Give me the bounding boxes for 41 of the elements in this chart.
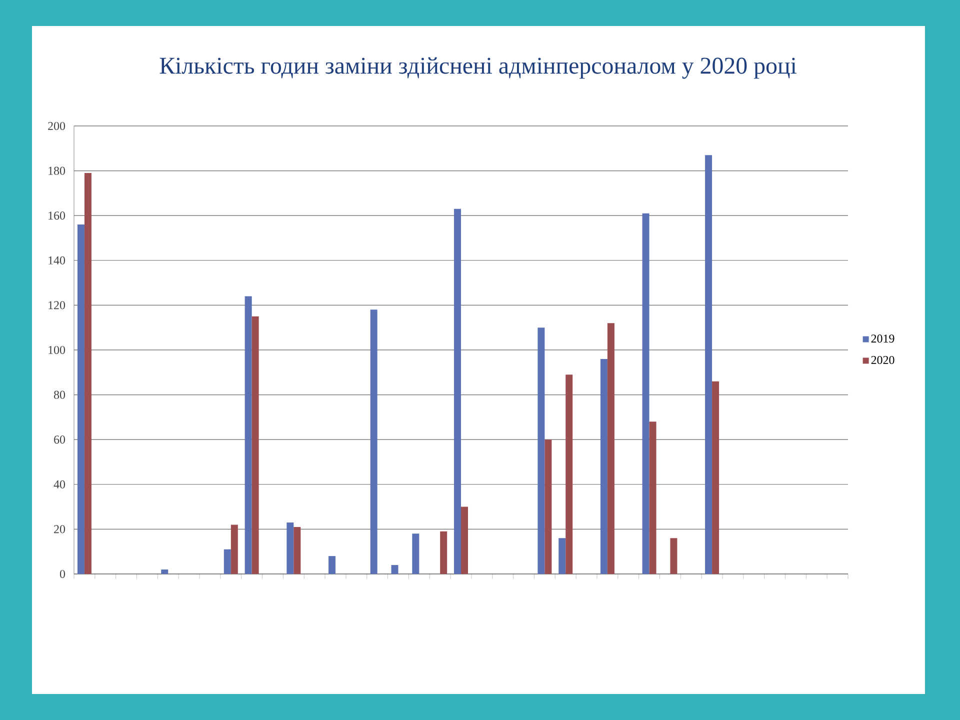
bar xyxy=(642,213,650,574)
bar xyxy=(230,524,238,574)
bar xyxy=(670,538,678,574)
chart-title: Кількість годин заміни здійснені адмінперсоналом у 2020 році xyxy=(160,57,796,79)
y-tick-label: 40 xyxy=(54,480,66,488)
bar xyxy=(607,323,614,574)
y-tick-label: 100 xyxy=(48,346,66,354)
bar xyxy=(328,556,336,574)
y-tick-label: 60 xyxy=(54,436,66,444)
bar xyxy=(412,534,420,574)
bar xyxy=(252,316,259,574)
legend-label: 2019 xyxy=(871,334,894,343)
bar xyxy=(77,224,84,574)
bar xyxy=(84,173,92,574)
bar xyxy=(454,208,462,574)
bar xyxy=(566,374,573,574)
bar xyxy=(161,570,168,574)
bar xyxy=(544,440,552,574)
y-tick-label: 120 xyxy=(48,301,66,310)
y-tick-label: 140 xyxy=(48,256,66,264)
bar xyxy=(600,358,608,574)
bar xyxy=(224,549,231,574)
y-tick-label: 20 xyxy=(54,525,66,534)
bar xyxy=(286,522,294,574)
bar xyxy=(558,538,566,574)
bar xyxy=(712,381,720,574)
bar xyxy=(370,310,378,574)
y-tick-label: 200 xyxy=(48,122,66,130)
legend-label: 2020 xyxy=(871,356,894,364)
bar xyxy=(538,328,545,574)
y-tick-label: 180 xyxy=(48,166,66,175)
bar xyxy=(440,531,448,574)
bar xyxy=(294,526,301,574)
bar xyxy=(244,296,252,574)
bar xyxy=(705,155,712,574)
y-tick-label: 80 xyxy=(54,390,66,399)
y-tick-label: 0 xyxy=(60,570,66,578)
bar xyxy=(391,565,398,574)
bar xyxy=(461,506,468,574)
y-tick-label: 160 xyxy=(48,212,66,220)
bar xyxy=(649,422,656,574)
